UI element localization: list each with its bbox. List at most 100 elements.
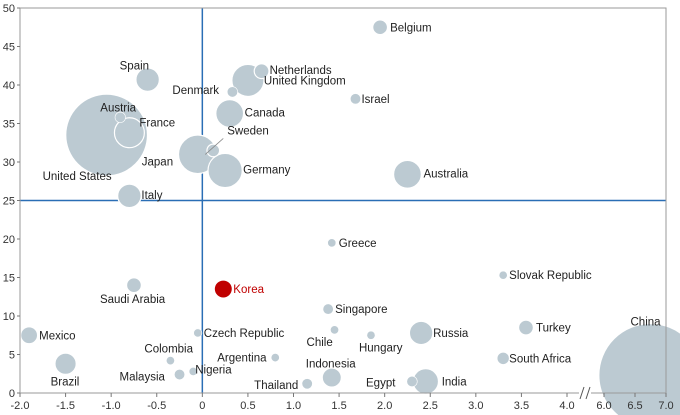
- axis-break-mark: [585, 386, 591, 400]
- bubble-thailand: [301, 378, 313, 390]
- x-tick-label: 3.0: [468, 400, 483, 412]
- point-label-malaysia: Malaysia: [120, 372, 166, 384]
- bubble-china: [598, 323, 680, 415]
- x-tick-label: 7.0: [658, 400, 673, 412]
- x-tick-label: 2.0: [377, 400, 392, 412]
- x-tick-label: -2.0: [11, 400, 30, 412]
- point-label-nigeria: Nigeria: [195, 364, 232, 376]
- leader-line: [205, 138, 224, 155]
- leader-lines: [205, 138, 224, 155]
- x-tick-label: -0.5: [147, 400, 166, 412]
- y-tick-label: 5: [9, 350, 15, 362]
- bubble-hungary: [366, 330, 376, 340]
- point-label-turkey: Turkey: [536, 323, 571, 335]
- point-label-australia: Australia: [423, 168, 468, 180]
- point-label-south-africa: South Africa: [509, 353, 572, 365]
- bubble-czech-republic: [193, 328, 203, 338]
- x-tick-label: 0.5: [240, 400, 255, 412]
- y-tick-label: 45: [3, 42, 15, 54]
- point-label-colombia: Colombia: [144, 344, 193, 356]
- bubble-singapore: [322, 303, 334, 315]
- point-label-france: France: [139, 118, 175, 130]
- point-label-canada: Canada: [245, 107, 286, 119]
- bubble-denmark: [226, 86, 238, 98]
- point-label-argentina: Argentina: [217, 353, 267, 365]
- bubble-turkey: [517, 319, 534, 336]
- bubble-malaysia: [174, 368, 186, 381]
- bubble-south-africa: [496, 351, 511, 366]
- bubble-belgium: [372, 19, 389, 36]
- bubble-france: [113, 117, 145, 149]
- x-tick-label: -1.0: [102, 400, 121, 412]
- bubble-sweden: [206, 143, 221, 158]
- bubble-argentina: [270, 353, 280, 363]
- bubble-australia: [392, 159, 422, 189]
- x-tick-label: 1.5: [331, 400, 346, 412]
- y-tick-label: 30: [3, 157, 15, 169]
- point-label-italy: Italy: [141, 190, 162, 202]
- axis-break-mark: [579, 386, 585, 400]
- point-label-germany: Germany: [243, 164, 291, 176]
- y-tick-label: 0: [9, 388, 15, 400]
- point-label-slovak-republic: Slovak Republic: [509, 270, 592, 282]
- bubble-greece: [327, 238, 337, 248]
- bubble-spain: [135, 67, 160, 92]
- point-label-mexico: Mexico: [39, 330, 75, 342]
- bubble-egypt: [406, 375, 418, 387]
- reference-lines: [20, 8, 666, 393]
- bubble-austria: [114, 111, 126, 123]
- point-labels: Belgium Spain Netherlands Denmark United Kin…: [39, 22, 661, 392]
- y-tick-label: 40: [3, 80, 15, 92]
- bubble-italy: [117, 183, 142, 209]
- point-label-sweden: Sweden: [227, 125, 269, 137]
- point-label-brazil: Brazil: [51, 377, 80, 389]
- bubble-colombia: [165, 356, 175, 366]
- point-label-russia: Russia: [433, 328, 469, 340]
- y-tick-label: 25: [3, 196, 15, 208]
- point-label-netherlands: Netherlands: [270, 65, 332, 77]
- x-tick-label: 1.0: [286, 400, 301, 412]
- point-label-united-kingdom: United Kingdom: [264, 75, 346, 87]
- point-label-saudi-arabia: Saudi Arabia: [100, 294, 166, 306]
- x-tick-label: 3.5: [514, 400, 529, 412]
- bubble-germany: [207, 152, 243, 189]
- point-label-egypt: Egypt: [366, 377, 396, 389]
- axes: 0 5 10 15 20 25 30 35 40 45 50 -2.0 -1.5 -1.0 -0.5 0 0.5…: [3, 3, 674, 412]
- bubble-netherlands: [253, 63, 270, 80]
- bubble-mexico: [20, 326, 39, 345]
- point-label-thailand: Thailand: [254, 380, 298, 392]
- point-label-greece: Greece: [339, 238, 377, 250]
- point-label-belgium: Belgium: [390, 22, 432, 34]
- y-tick-label: 15: [3, 273, 15, 285]
- bubble-united-states: [65, 93, 149, 177]
- x-tick-label: 0: [199, 400, 205, 412]
- bubble-canada: [215, 99, 245, 128]
- y-tick-label: 20: [3, 234, 15, 246]
- point-label-china: China: [631, 316, 662, 328]
- bubbles: [20, 19, 680, 415]
- point-label-israel: Israel: [361, 94, 389, 106]
- bubble-korea: [214, 280, 232, 298]
- x-tick-label: 4.0: [559, 400, 574, 412]
- point-label-singapore: Singapore: [335, 304, 387, 316]
- point-label-czech-republic: Czech Republic: [204, 328, 285, 340]
- y-tick-label: 50: [3, 3, 15, 15]
- bubble-israel: [349, 93, 362, 105]
- point-label-hungary: Hungary: [359, 342, 403, 354]
- bubble-indonesia: [321, 367, 342, 388]
- point-label-indonesia: Indonesia: [306, 359, 356, 371]
- point-label-austria: Austria: [100, 102, 136, 114]
- bubble-chile: [330, 325, 339, 335]
- bubble-nigeria: [188, 366, 198, 376]
- y-tick-label: 35: [3, 119, 15, 131]
- x-tick-label: 6.0: [596, 400, 611, 412]
- point-label-japan: Japan: [142, 156, 173, 168]
- point-label-united-states: United States: [43, 171, 112, 183]
- x-tick-label: -1.5: [56, 400, 75, 412]
- point-label-korea: Korea: [233, 284, 264, 296]
- point-label-spain: Spain: [120, 61, 149, 73]
- x-tick-label: 2.5: [423, 400, 438, 412]
- axis-break-gap: [579, 385, 591, 399]
